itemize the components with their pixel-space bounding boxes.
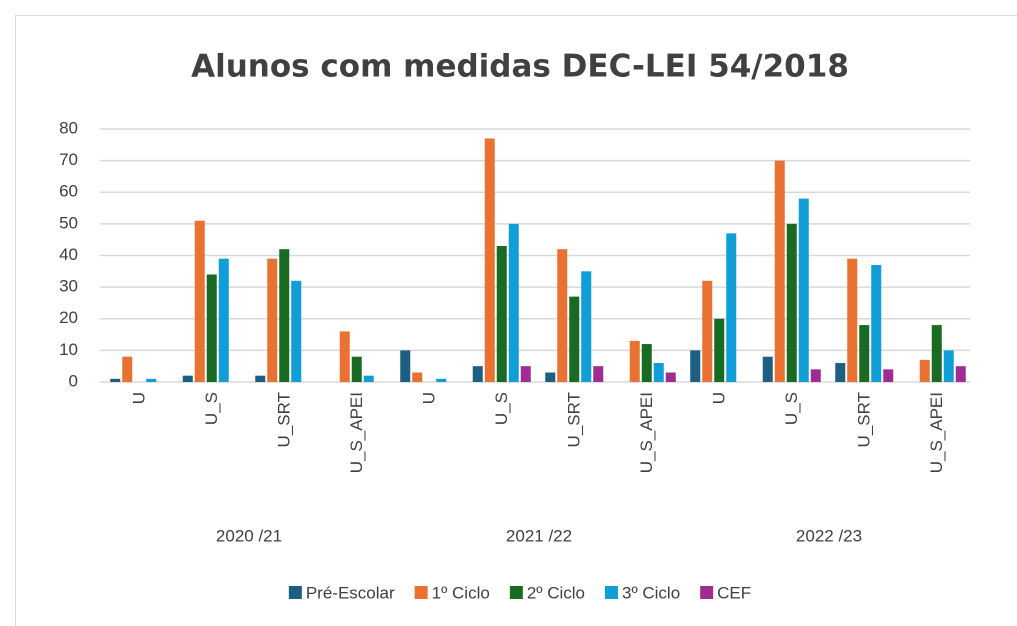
bar: [810, 369, 821, 382]
bar: [472, 366, 483, 382]
y-tick-label: 70: [59, 150, 78, 169]
bar: [871, 264, 882, 382]
legend-swatch: [288, 586, 302, 599]
x-tick-label: U_SRT: [855, 392, 874, 447]
bar: [508, 223, 519, 382]
legend-label: 1º Ciclo: [432, 583, 490, 602]
x-tick-label: U: [130, 392, 149, 404]
bar: [255, 375, 266, 382]
bar: [702, 280, 713, 382]
bar: [110, 378, 121, 382]
x-tick-label: U_SRT: [275, 392, 294, 447]
bar: [883, 369, 894, 382]
bar: [943, 350, 954, 382]
y-tick-label: 10: [59, 340, 78, 359]
bar: [146, 378, 157, 382]
x-tick-label: U_S_APEI: [347, 392, 366, 473]
bar: [496, 246, 507, 382]
bar: [653, 363, 664, 382]
bar: [629, 340, 640, 382]
bar: [774, 160, 785, 382]
x-tick-label: U_S_APEI: [637, 392, 656, 473]
bar: [714, 318, 725, 382]
legend-label: Pré-Escolar: [306, 583, 395, 602]
bar: [859, 325, 870, 382]
bar: [581, 271, 592, 382]
bar: [762, 356, 773, 382]
bar: [400, 350, 411, 382]
bar: [569, 296, 580, 382]
bar: [919, 359, 930, 382]
bar: [436, 378, 447, 382]
group-label: 2022 /23: [796, 526, 862, 545]
bar: [665, 372, 676, 382]
x-tick-label: U_S: [202, 392, 221, 425]
x-tick-label: U_S: [492, 392, 511, 425]
bar: [545, 372, 556, 382]
legend-label: 3º Ciclo: [622, 583, 680, 602]
bar: [206, 274, 217, 382]
bar: [847, 258, 858, 382]
bar: [955, 366, 966, 382]
x-tick-label: U_SRT: [565, 392, 584, 447]
legend-swatch: [604, 586, 618, 599]
x-tick-label: U: [420, 392, 439, 404]
chart-title: Alunos com medidas DEC-LEI 54/2018: [191, 49, 849, 85]
bar: [726, 233, 737, 382]
legend-swatch: [414, 586, 428, 599]
bar: [363, 375, 374, 382]
bar: [520, 366, 531, 382]
group-label: 2020 /21: [216, 526, 282, 545]
bar: [593, 366, 604, 382]
y-tick-label: 50: [59, 213, 78, 232]
bar: [291, 280, 302, 382]
legend-swatch: [700, 586, 714, 599]
bar: [690, 350, 701, 382]
bar: [218, 258, 229, 382]
bar: [798, 198, 809, 382]
x-tick-label: U: [710, 392, 729, 404]
y-tick-label: 0: [69, 371, 78, 390]
bar: [122, 356, 133, 382]
bar: [339, 331, 350, 382]
y-tick-label: 60: [59, 182, 78, 201]
bar: [412, 372, 423, 382]
bar: [279, 249, 290, 382]
y-tick-label: 30: [59, 277, 78, 296]
legend-label: 2º Ciclo: [527, 583, 585, 602]
y-tick-label: 20: [59, 308, 78, 327]
x-tick-label: U_S_APEI: [927, 392, 946, 473]
bar: [641, 344, 652, 382]
legend-label: CEF: [717, 583, 751, 602]
bar: [484, 138, 495, 382]
legend-swatch: [509, 586, 523, 599]
bar: [931, 325, 942, 382]
bar: [557, 249, 568, 382]
x-tick-label: U_S: [782, 392, 801, 425]
bar: [351, 356, 362, 382]
y-tick-label: 40: [59, 245, 78, 264]
bar: [267, 258, 278, 382]
bar: [182, 375, 193, 382]
group-label: 2021 /22: [506, 526, 572, 545]
y-tick-label: 80: [59, 118, 78, 137]
bar: [194, 220, 205, 382]
bar: [835, 363, 846, 382]
bar: [786, 223, 797, 382]
